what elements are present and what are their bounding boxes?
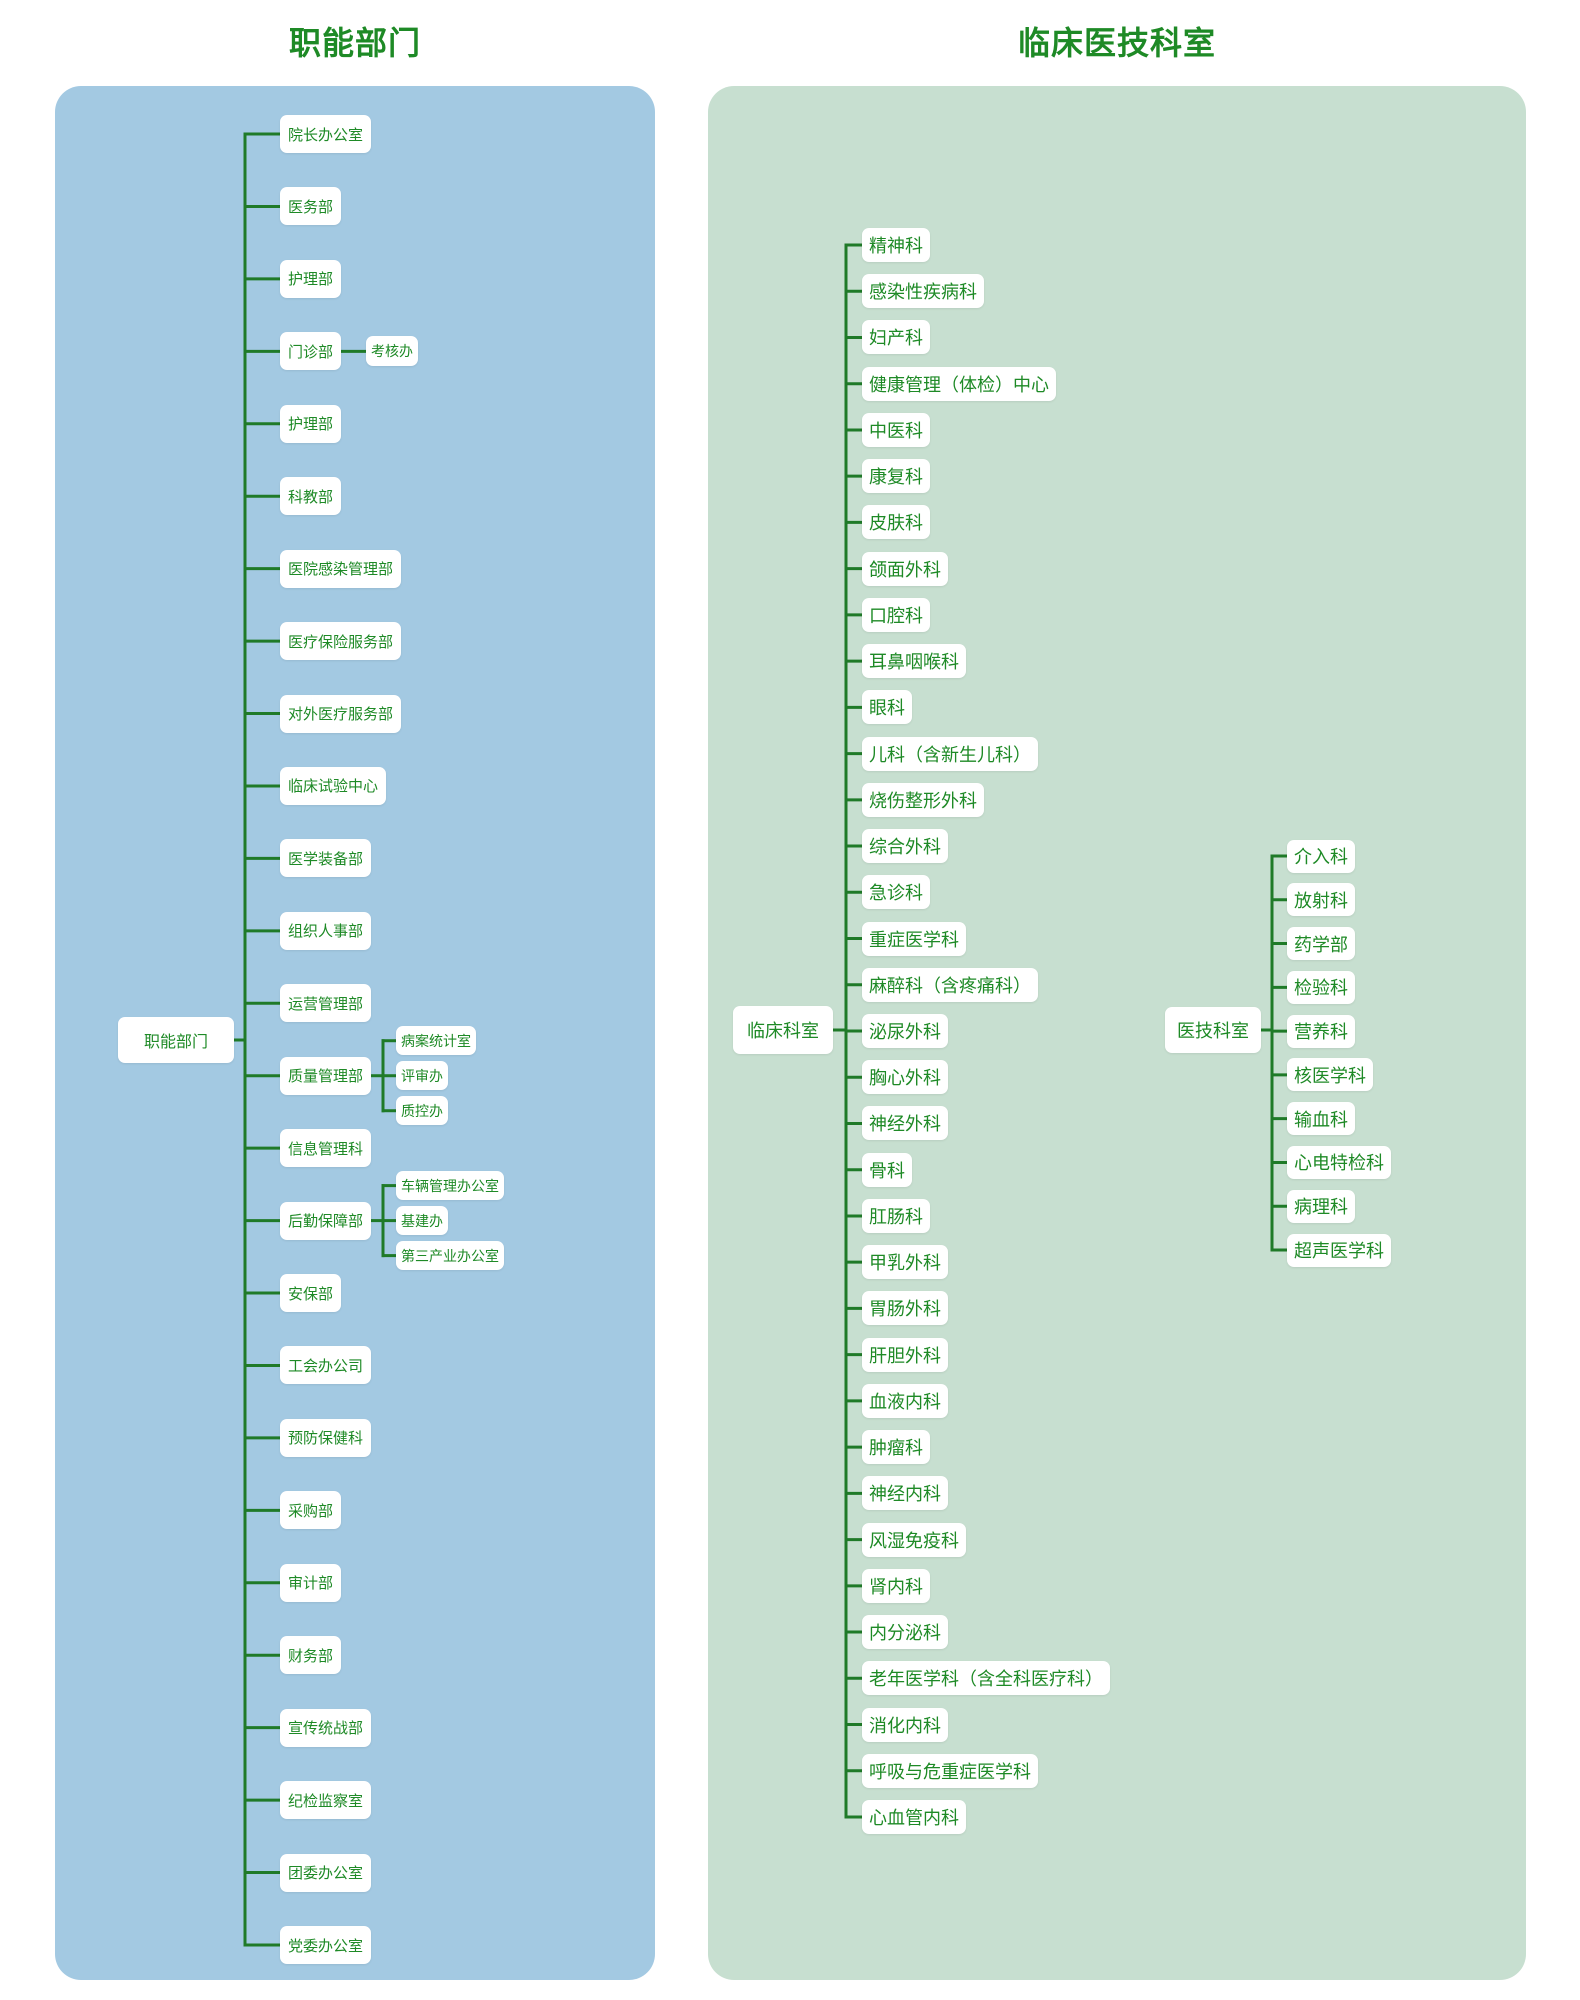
tech-node: 检验科 [1287, 970, 1355, 1004]
tech-node: 输血科 [1287, 1102, 1355, 1136]
tech-node: 营养科 [1287, 1014, 1355, 1048]
functional-node: 信息管理科 [280, 1129, 372, 1168]
clinical-node: 肝胆外科 [862, 1337, 948, 1372]
clinical-title: 临床医技科室 [1017, 24, 1216, 62]
tech-node: 心电特检科 [1287, 1145, 1391, 1179]
clinical-node: 内分泌科 [862, 1615, 948, 1650]
functional-subnode: 质控办 [396, 1096, 448, 1126]
functional-node: 预防保健科 [280, 1418, 372, 1457]
clinical-node: 中医科 [862, 412, 930, 447]
clinical-node: 烧伤整形外科 [862, 782, 984, 817]
functional-node: 组织人事部 [280, 911, 372, 950]
functional-node: 党委办公室 [280, 1926, 372, 1964]
clinical-node: 妇产科 [862, 320, 930, 355]
functional-node: 院长办公室 [280, 115, 372, 153]
functional-node: 团委办公室 [280, 1853, 372, 1892]
clinical-node: 骨科 [862, 1152, 912, 1187]
functional-node: 采购部 [280, 1491, 342, 1530]
clinical-node: 甲乳外科 [862, 1245, 948, 1280]
clinical-node: 风湿免疫科 [862, 1522, 966, 1557]
functional-node: 后勤保障部 [280, 1201, 372, 1240]
tech-node: 超声医学科 [1287, 1233, 1391, 1267]
functional-node: 安保部 [280, 1274, 342, 1313]
clinical-node: 呼吸与危重症医学科 [862, 1753, 1038, 1788]
functional-subnode: 车辆管理办公室 [396, 1171, 504, 1201]
functional-node: 护理部 [280, 404, 342, 443]
tech-node: 放射科 [1287, 883, 1355, 917]
functional-subnode: 考核办 [366, 336, 418, 367]
functional-subnode: 病案统计室 [396, 1026, 476, 1056]
clinical-node: 老年医学科（含全科医疗科） [862, 1661, 1110, 1696]
clinical-node: 感染性疾病科 [862, 274, 984, 309]
functional-node: 对外医疗服务部 [280, 694, 402, 733]
functional-subnode: 第三产业办公室 [396, 1241, 504, 1271]
clinical-node: 健康管理（体检）中心 [862, 366, 1056, 401]
functional-root-node: 职能部门 [118, 1017, 234, 1063]
clinical-node: 重症医学科 [862, 921, 966, 956]
clinical-node: 眼科 [862, 690, 912, 725]
clinical-node: 胸心外科 [862, 1060, 948, 1095]
clinical-node: 神经内科 [862, 1476, 948, 1511]
functional-node: 医务部 [280, 187, 342, 226]
functional-node: 纪检监察室 [280, 1781, 372, 1820]
clinical-node: 血液内科 [862, 1383, 948, 1418]
clinical-node: 消化内科 [862, 1707, 948, 1742]
clinical-panel [708, 86, 1526, 1980]
functional-node: 宣传统战部 [280, 1708, 372, 1747]
clinical-node: 耳鼻咽喉科 [862, 644, 966, 679]
clinical-node: 泌尿外科 [862, 1014, 948, 1048]
functional-subnode: 基建办 [396, 1206, 448, 1236]
clinical-node: 肿瘤科 [862, 1430, 930, 1465]
functional-subnode: 评审办 [396, 1061, 448, 1091]
functional-node: 运营管理部 [280, 984, 372, 1023]
clinical-node: 精神科 [862, 228, 930, 262]
clinical-node: 急诊科 [862, 875, 930, 910]
functional-node: 护理部 [280, 259, 342, 298]
functional-node: 质量管理部 [280, 1056, 372, 1095]
clinical-node: 皮肤科 [862, 505, 930, 540]
tech-node: 介入科 [1287, 839, 1355, 873]
tech-node: 药学部 [1287, 927, 1355, 961]
clinical-node: 心血管内科 [862, 1800, 966, 1834]
functional-node: 科教部 [280, 477, 342, 516]
functional-node: 临床试验中心 [280, 766, 387, 805]
functional-node: 医学装备部 [280, 839, 372, 878]
clinical-node: 神经外科 [862, 1106, 948, 1141]
clinical-node: 康复科 [862, 459, 930, 494]
functional-node: 财务部 [280, 1636, 342, 1675]
tech-node: 核医学科 [1287, 1058, 1373, 1092]
functional-node: 工会办公司 [280, 1346, 372, 1385]
clinical-node: 颌面外科 [862, 551, 948, 586]
functional-node: 医院感染管理部 [280, 549, 402, 588]
clinical-node: 胃肠外科 [862, 1291, 948, 1326]
tech-node: 病理科 [1287, 1189, 1355, 1223]
functional-node: 审计部 [280, 1563, 342, 1602]
clinical-node: 肛肠科 [862, 1198, 930, 1233]
clinical-node: 麻醉科（含疼痛科） [862, 967, 1038, 1002]
clinical-node: 儿科（含新生儿科） [862, 736, 1038, 771]
functional-node: 医疗保险服务部 [280, 622, 402, 661]
tech-root-node: 医技科室 [1165, 1007, 1261, 1053]
clinical-root-node: 临床科室 [733, 1006, 833, 1054]
functional-node: 门诊部 [280, 332, 342, 371]
clinical-node: 综合外科 [862, 829, 948, 864]
clinical-node: 口腔科 [862, 597, 930, 632]
functional-title: 职能部门 [288, 24, 421, 62]
clinical-node: 肾内科 [862, 1568, 930, 1603]
